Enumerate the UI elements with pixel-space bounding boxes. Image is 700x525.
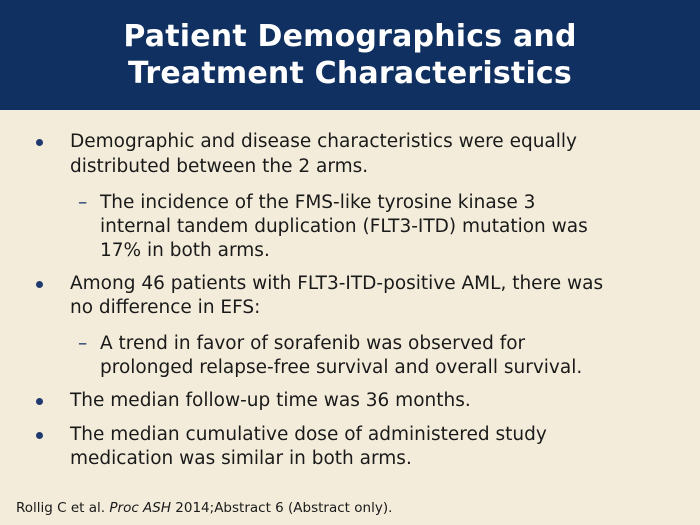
sub-bullet-2-line-2: prolonged relapse-free survival and over… [100, 357, 583, 378]
sub-bullet-1-line-3: 17% in both arms. [100, 240, 270, 261]
bullet-dot-icon [36, 139, 43, 146]
sub-bullet-1-line-1: The incidence of the FMS-like tyrosine k… [100, 192, 536, 213]
citation-footer: Rollig C et al. Proc ASH 2014;Abstract 6… [16, 500, 392, 516]
slide-title-line-1: Patient Demographics and [123, 19, 577, 54]
citation-journal: Proc ASH [109, 500, 171, 516]
citation-suffix: 2014;Abstract 6 (Abstract only). [171, 500, 393, 516]
bullet-1-line-2: distributed between the 2 arms. [70, 156, 369, 177]
bullet-2-line-1: Among 46 patients with FLT3-ITD-positive… [70, 273, 604, 294]
bullet-3-line-1: The median follow-up time was 36 months. [70, 390, 471, 411]
sub-bullet-dash-icon: – [78, 192, 88, 213]
sub-bullet-2-line-1: A trend in favor of sorafenib was observ… [100, 333, 526, 354]
bullet-1-line-1: Demographic and disease characteristics … [70, 131, 577, 152]
bullet-4-line-1: The median cumulative dose of administer… [70, 424, 547, 445]
sub-bullet-dash-icon: – [78, 333, 88, 354]
bullet-dot-icon [36, 432, 43, 439]
slide-title-line-2: Treatment Characteristics [128, 56, 572, 91]
bullet-2-line-2: no difference in EFS: [70, 297, 261, 318]
citation-prefix: Rollig C et al. [16, 500, 110, 516]
sub-bullet-1-line-2: internal tandem duplication (FLT3-ITD) m… [100, 216, 588, 237]
bullet-dot-icon [36, 398, 43, 405]
slide-title-bar: Patient Demographics and Treatment Chara… [0, 0, 700, 110]
bullet-dot-icon [36, 281, 43, 288]
bullet-4-line-2: medication was similar in both arms. [70, 448, 412, 469]
